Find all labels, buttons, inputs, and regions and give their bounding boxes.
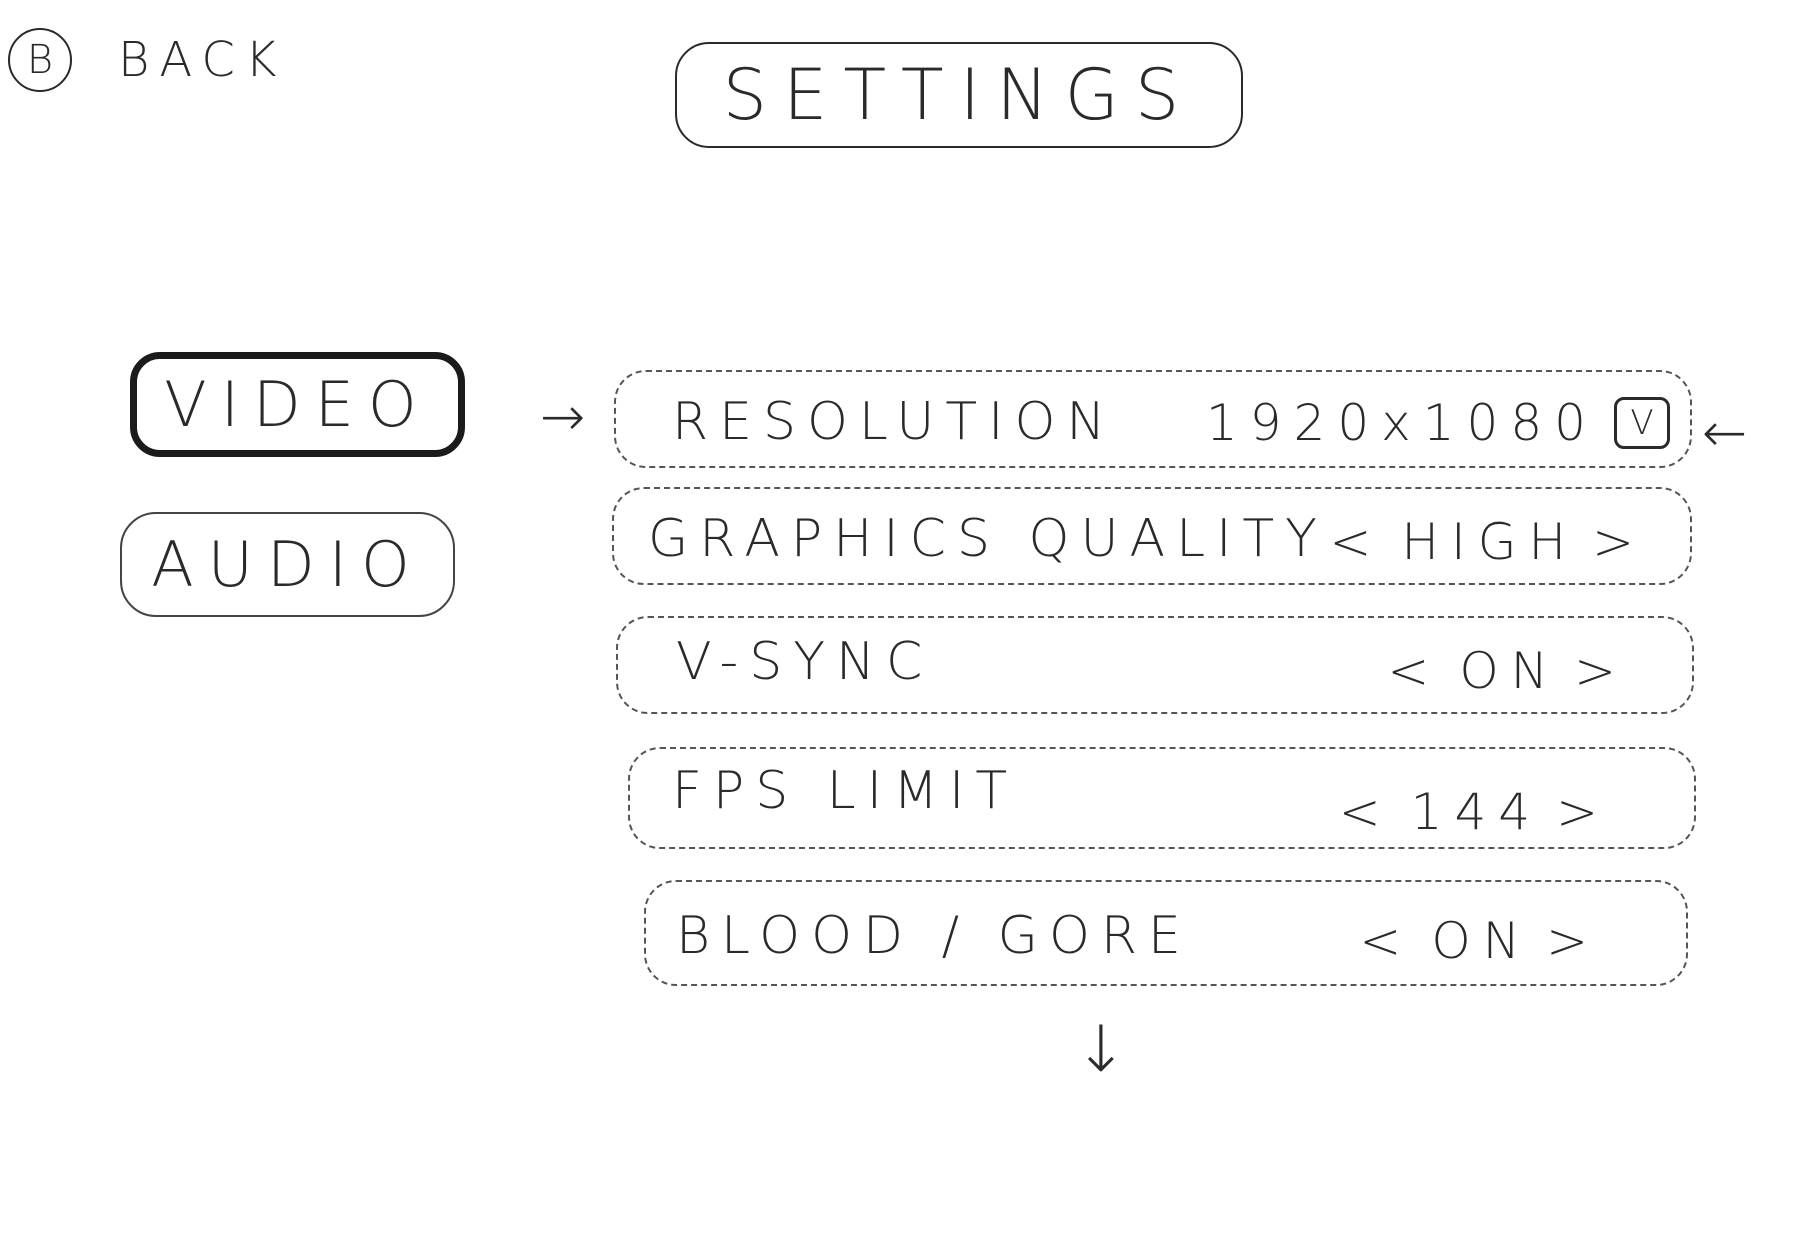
fps-limit-value: 144 (1410, 783, 1543, 841)
selection-arrow-left-icon: ← (1702, 401, 1748, 464)
setting-value-group: 1920x1080 V (1206, 394, 1670, 452)
selection-arrow-right-icon: → (540, 385, 586, 448)
setting-value-group: < ON > (1387, 642, 1628, 700)
scroll-down-arrow-icon[interactable]: ↓ (1074, 1013, 1128, 1087)
chevron-right-icon[interactable]: > (1574, 642, 1628, 700)
chevron-right-icon[interactable]: > (1546, 912, 1600, 970)
vsync-value: ON (1459, 642, 1561, 700)
setting-label: GRAPHICS QUALITY (648, 509, 1328, 569)
tab-audio[interactable]: AUDIO (120, 512, 455, 617)
setting-label: V-SYNC (676, 632, 934, 692)
chevron-left-icon[interactable]: < (1338, 783, 1393, 841)
graphics-quality-value: HIGH (1401, 513, 1579, 571)
chevron-left-icon[interactable]: < (1359, 912, 1414, 970)
back-button[interactable]: B BACK (8, 28, 286, 92)
setting-value-group: < ON > (1359, 912, 1600, 970)
setting-row-blood-gore[interactable]: BLOOD / GORE < ON > (644, 880, 1688, 986)
setting-row-fps-limit[interactable]: FPS LIMIT < 144 > (628, 747, 1696, 849)
tab-video[interactable]: VIDEO (130, 352, 465, 457)
setting-row-graphics-quality[interactable]: GRAPHICS QUALITY < HIGH > (612, 487, 1692, 585)
page-title: SETTINGS (675, 42, 1243, 148)
setting-label: BLOOD / GORE (676, 906, 1192, 966)
chevron-right-icon[interactable]: > (1592, 513, 1646, 571)
back-label: BACK (118, 32, 287, 88)
chevron-left-icon[interactable]: < (1329, 513, 1384, 571)
setting-label: FPS LIMIT (672, 761, 1019, 821)
setting-row-resolution[interactable]: RESOLUTION 1920x1080 V (614, 370, 1692, 468)
resolution-value: 1920x1080 (1205, 394, 1598, 452)
setting-value-group: < HIGH > (1330, 513, 1647, 571)
setting-value-group: < 144 > (1339, 783, 1610, 841)
setting-row-vsync[interactable]: V-SYNC < ON > (616, 616, 1694, 714)
chevron-right-icon[interactable]: > (1556, 783, 1610, 841)
dropdown-toggle-icon[interactable]: V (1614, 397, 1670, 449)
blood-gore-value: ON (1431, 912, 1533, 970)
setting-label: RESOLUTION (672, 392, 1117, 452)
chevron-left-icon[interactable]: < (1387, 642, 1442, 700)
b-button-icon: B (8, 28, 72, 92)
